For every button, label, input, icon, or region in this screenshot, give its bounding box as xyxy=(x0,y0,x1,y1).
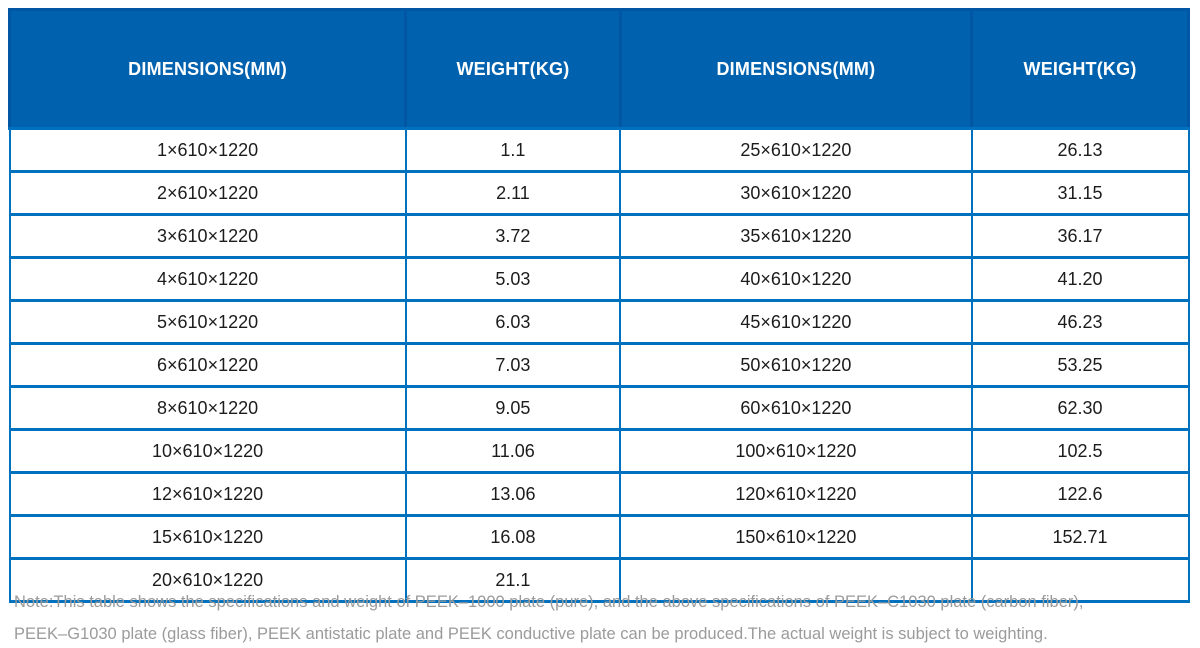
table-cell: 5×610×1220 xyxy=(8,299,407,345)
table-cell: 2×610×1220 xyxy=(8,170,407,216)
note-line-2: PEEK–G1030 plate (glass fiber), PEEK ant… xyxy=(14,625,1048,643)
note-line-1: Note:This table shows the specifications… xyxy=(14,593,1084,611)
header-dimensions-left: DIMENSIONS(MM) xyxy=(7,8,408,130)
table-cell: 46.23 xyxy=(970,299,1190,345)
table-cell: 53.25 xyxy=(970,342,1190,388)
peek-plate-spec-table: DIMENSIONS(MM) WEIGHT(KG) DIMENSIONS(MM)… xyxy=(7,8,1190,603)
header-weight-right: WEIGHT(KG) xyxy=(970,8,1190,130)
table-header: DIMENSIONS(MM) WEIGHT(KG) DIMENSIONS(MM)… xyxy=(7,8,1190,130)
table-row: 20×610×1220 21.1 xyxy=(8,557,1190,603)
table-cell: 20×610×1220 xyxy=(8,557,407,603)
table-cell: 9.05 xyxy=(404,385,622,431)
table-cell: 50×610×1220 xyxy=(619,342,973,388)
table-cell: 150×610×1220 xyxy=(619,514,973,560)
table-cell: 62.30 xyxy=(970,385,1190,431)
table-cell: 41.20 xyxy=(970,256,1190,302)
table-cell: 3×610×1220 xyxy=(8,213,407,259)
table-cell: 45×610×1220 xyxy=(619,299,973,345)
table-cell: 31.15 xyxy=(970,170,1190,216)
table-cell xyxy=(970,557,1190,603)
header-dimensions-right: DIMENSIONS(MM) xyxy=(618,8,974,130)
table-cell: 1×610×1220 xyxy=(8,127,407,173)
table-row: 10×610×1220 11.06 100×610×1220 102.5 xyxy=(8,428,1190,474)
table-cell: 120×610×1220 xyxy=(619,471,973,517)
spec-table-container: DIMENSIONS(MM) WEIGHT(KG) DIMENSIONS(MM)… xyxy=(7,8,1190,603)
table-cell: 3.72 xyxy=(404,213,622,259)
table-row: 3×610×1220 3.72 35×610×1220 36.17 xyxy=(8,213,1190,259)
table-row: 6×610×1220 7.03 50×610×1220 53.25 xyxy=(8,342,1190,388)
table-cell: 6.03 xyxy=(404,299,622,345)
table-row: 2×610×1220 2.11 30×610×1220 31.15 xyxy=(8,170,1190,216)
table-row: 15×610×1220 16.08 150×610×1220 152.71 xyxy=(8,514,1190,560)
table-cell: 12×610×1220 xyxy=(8,471,407,517)
table-row: 1×610×1220 1.1 25×610×1220 26.13 xyxy=(8,127,1190,173)
table-cell: 35×610×1220 xyxy=(619,213,973,259)
table-row: 4×610×1220 5.03 40×610×1220 41.20 xyxy=(8,256,1190,302)
header-weight-left: WEIGHT(KG) xyxy=(404,8,622,130)
table-cell: 102.5 xyxy=(970,428,1190,474)
table-cell: 25×610×1220 xyxy=(619,127,973,173)
table-cell: 13.06 xyxy=(404,471,622,517)
table-cell: 15×610×1220 xyxy=(8,514,407,560)
table-cell: 26.13 xyxy=(970,127,1190,173)
table-cell: 8×610×1220 xyxy=(8,385,407,431)
table-cell: 100×610×1220 xyxy=(619,428,973,474)
table-cell: 11.06 xyxy=(404,428,622,474)
table-cell: 60×610×1220 xyxy=(619,385,973,431)
table-cell: 7.03 xyxy=(404,342,622,388)
table-cell: 21.1 xyxy=(404,557,622,603)
table-cell: 10×610×1220 xyxy=(8,428,407,474)
note-text: Note:This table shows the specifications… xyxy=(14,586,1192,648)
header-row: DIMENSIONS(MM) WEIGHT(KG) DIMENSIONS(MM)… xyxy=(7,8,1190,130)
table-cell: 2.11 xyxy=(404,170,622,216)
table-row: 8×610×1220 9.05 60×610×1220 62.30 xyxy=(8,385,1190,431)
table-row: 12×610×1220 13.06 120×610×1220 122.6 xyxy=(8,471,1190,517)
table-cell: 5.03 xyxy=(404,256,622,302)
table-cell: 30×610×1220 xyxy=(619,170,973,216)
table-cell: 4×610×1220 xyxy=(8,256,407,302)
table-row: 5×610×1220 6.03 45×610×1220 46.23 xyxy=(8,299,1190,345)
table-cell: 122.6 xyxy=(970,471,1190,517)
table-cell: 40×610×1220 xyxy=(619,256,973,302)
table-cell: 36.17 xyxy=(970,213,1190,259)
table-cell: 16.08 xyxy=(404,514,622,560)
table-cell: 1.1 xyxy=(404,127,622,173)
table-cell: 152.71 xyxy=(970,514,1190,560)
table-cell: 6×610×1220 xyxy=(8,342,407,388)
table-body: 1×610×1220 1.1 25×610×1220 26.13 2×610×1220 2… xyxy=(8,127,1190,603)
table-cell xyxy=(619,557,973,603)
